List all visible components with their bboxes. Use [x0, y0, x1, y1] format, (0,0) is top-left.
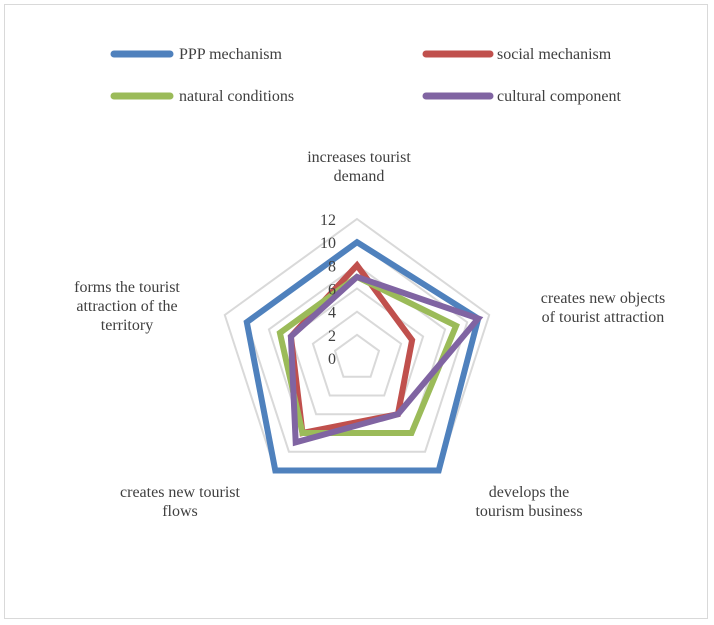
- legend: PPP mechanism social mechanism natural con…: [110, 46, 622, 105]
- grid-ring-2: [333, 333, 381, 378]
- legend-label: cultural component: [497, 88, 622, 105]
- category-label: develops the tourism business: [475, 484, 582, 520]
- series-line-0: [243, 238, 482, 474]
- category-label: creates new tourist flows: [120, 484, 241, 520]
- category-label: increases tourist demand: [307, 149, 411, 185]
- grid-ring-4: [311, 310, 403, 397]
- category-labels: increases tourist demand creates new objec…: [74, 149, 665, 520]
- legend-label: social mechanism: [497, 46, 612, 63]
- tick-labels: 0 2 4 6 8 10 12: [320, 212, 336, 368]
- tick-label: 10: [320, 235, 336, 252]
- series-line-3: [287, 273, 484, 447]
- category-label: creates new objects of tourist attraction: [541, 290, 665, 326]
- legend-label: natural conditions: [179, 88, 294, 105]
- tick-label: 6: [328, 282, 336, 299]
- tick-label: 8: [328, 258, 336, 275]
- series-group: [243, 238, 484, 474]
- legend-label: PPP mechanism: [179, 46, 283, 63]
- tick-label: 2: [328, 328, 336, 345]
- tick-label: 12: [320, 212, 336, 229]
- tick-label: 4: [328, 305, 336, 322]
- category-label: forms the tourist attraction of the territ…: [74, 279, 180, 334]
- series-line-2: [276, 273, 460, 436]
- tick-label: 0: [328, 351, 336, 368]
